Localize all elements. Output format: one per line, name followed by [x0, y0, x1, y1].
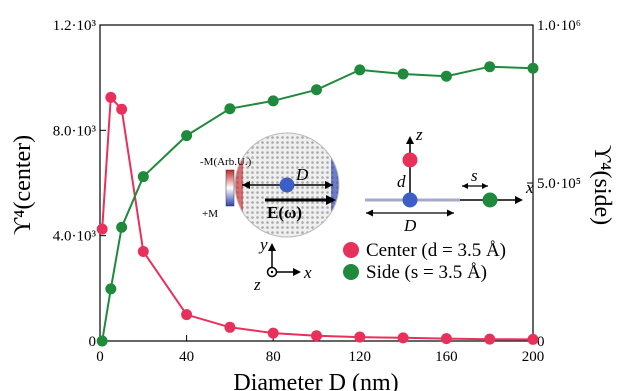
data-point-center [311, 330, 322, 342]
data-point-side [311, 84, 322, 96]
data-point-center [354, 331, 366, 343]
data-point-center [224, 321, 236, 333]
data-point-side [527, 62, 539, 74]
side-D-label: D [403, 216, 417, 235]
data-point-center [116, 103, 128, 115]
center-dipole-marker [279, 177, 295, 193]
colorbar-min-label: +M [202, 208, 218, 220]
left-tick-label: 8.0·10³ [53, 123, 97, 139]
side-disk-center [402, 192, 418, 208]
data-point-side [96, 335, 108, 347]
legend-marker-side [343, 264, 359, 280]
field-label: E(ω) [267, 203, 302, 222]
side-edge-dipole [482, 192, 498, 208]
side-center-dipole [402, 152, 418, 168]
data-point-center [96, 223, 108, 235]
right-tick-label: 1.0·10⁶ [537, 18, 581, 34]
side-x-label: x [525, 178, 534, 197]
colorbar [225, 169, 235, 207]
disk-diameter-label: D [295, 165, 309, 184]
right-axis-title: ϒ⁴(side) [589, 145, 615, 225]
left-tick-label: 0 [89, 334, 97, 350]
data-point-side [224, 103, 236, 115]
data-point-center [397, 332, 409, 344]
data-point-center [527, 333, 539, 345]
data-point-center [181, 309, 193, 321]
data-point-center [440, 333, 452, 345]
data-point-side [116, 221, 128, 233]
colorbar-title: -M(Arb.U.) [200, 156, 252, 168]
data-point-center [267, 327, 279, 339]
inset-side-view: z d s x D [365, 125, 534, 235]
x-tick-label: 160 [435, 349, 458, 365]
data-point-side [105, 283, 117, 295]
series-points [96, 61, 539, 347]
inset-nanodisk: D E(ω) -M(Arb.U.) +M y z x [200, 132, 340, 294]
coord-y-label: y [258, 235, 268, 254]
data-point-side [484, 61, 496, 73]
data-point-center [484, 333, 496, 345]
data-point-side [397, 68, 409, 80]
x-tick-label: 40 [179, 349, 194, 365]
coord-x-label: x [303, 263, 312, 282]
x-tick-label: 80 [266, 349, 281, 365]
x-tick-label: 120 [349, 349, 372, 365]
axis-ticks: 0 40 80 120 160 20004.0·10³8.0·10³1.2·10³05.0… [53, 18, 581, 365]
data-point-side [267, 95, 279, 107]
data-point-center [105, 91, 117, 103]
side-z-label: z [415, 125, 423, 144]
x-tick-label: 0 [96, 349, 104, 365]
data-point-side [440, 70, 452, 82]
right-tick-label: 5.0·10⁵ [537, 176, 581, 192]
data-point-side [137, 171, 149, 183]
data-point-side [181, 130, 193, 142]
side-d-label: d [397, 172, 406, 191]
legend-marker-center [343, 242, 359, 258]
legend: Center (d = 3.5 Å) Side (s = 3.5 Å) [343, 240, 506, 283]
left-axis-title: ϒ⁴(center) [10, 135, 36, 235]
data-point-side [354, 64, 366, 76]
data-point-center [137, 245, 149, 257]
side-s-label: s [471, 166, 478, 185]
left-tick-label: 4.0·10³ [53, 229, 97, 245]
coord-z-label: z [253, 275, 261, 294]
legend-label-side: Side (s = 3.5 Å) [366, 262, 487, 283]
x-tick-label: 200 [522, 349, 545, 365]
legend-label-center: Center (d = 3.5 Å) [366, 240, 506, 261]
right-tick-label: 0 [537, 334, 545, 350]
left-tick-label: 1.2·10³ [53, 18, 97, 34]
x-axis-title: Diameter D (nm) [233, 370, 398, 391]
